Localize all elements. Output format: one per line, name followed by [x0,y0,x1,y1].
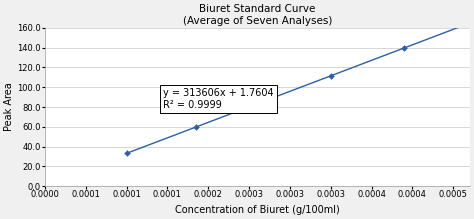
Title: Biuret Standard Curve
(Average of Seven Analyses): Biuret Standard Curve (Average of Seven … [182,4,332,26]
Text: y = 313606x + 1.7604
R² = 0.9999: y = 313606x + 1.7604 R² = 0.9999 [163,88,274,110]
Y-axis label: Peak Area: Peak Area [4,83,14,131]
X-axis label: Concentration of Biuret (g/100ml): Concentration of Biuret (g/100ml) [175,205,339,215]
